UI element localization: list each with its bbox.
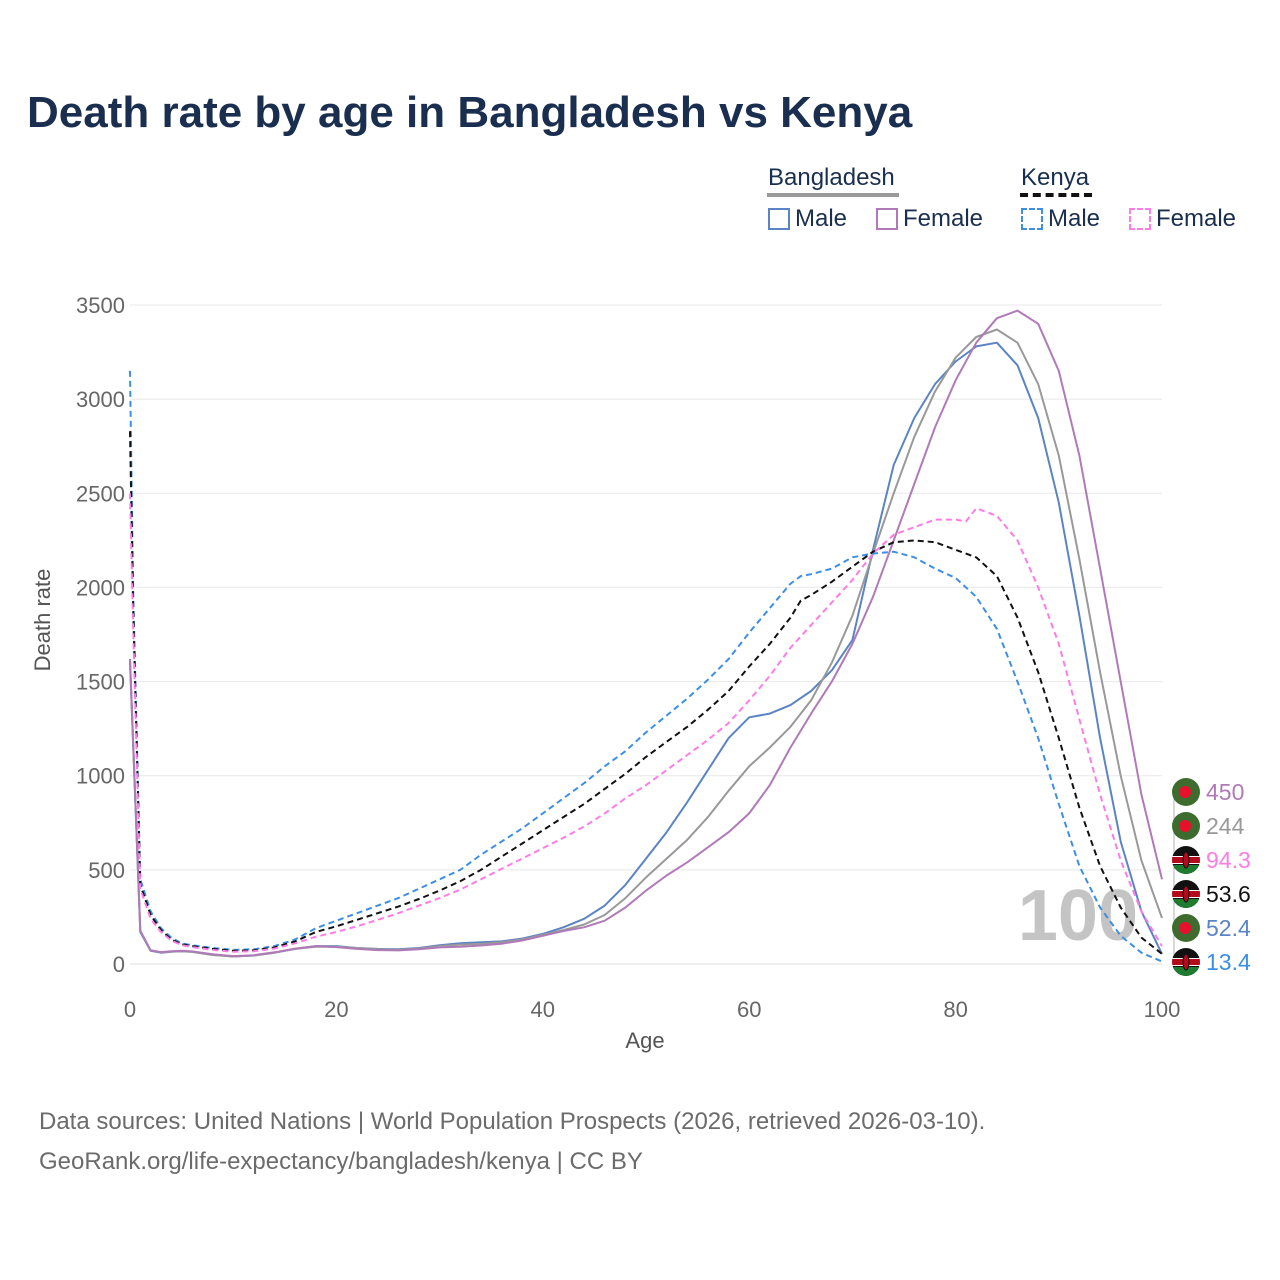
x-tick-label: 100 bbox=[1144, 997, 1181, 1022]
legend-label: Female bbox=[903, 205, 984, 232]
footer-link[interactable]: GeoRank.org/life-expectancy/bangladesh/k… bbox=[39, 1148, 643, 1175]
flag-disc bbox=[1179, 786, 1191, 798]
x-tick-label: 20 bbox=[324, 997, 348, 1022]
end-value-label: 52.4 bbox=[1206, 915, 1251, 941]
footer-sources: Data sources: United Nations | World Pop… bbox=[39, 1108, 986, 1135]
x-tick-label: 60 bbox=[737, 997, 761, 1022]
kenya-flag-icon bbox=[1172, 880, 1200, 908]
legend-label: Female bbox=[1156, 205, 1237, 232]
series-line-kenya-male[interactable] bbox=[129, 370, 1163, 963]
line-chart: 0 500 1000 1500 2000 2500 3000 3500 0 20 40 60 80 10… bbox=[30, 293, 1251, 1053]
flag-shield bbox=[1182, 885, 1190, 903]
y-tick-label: 1000 bbox=[76, 764, 125, 789]
end-label-bangladesh-male: 52.4 bbox=[1172, 914, 1251, 942]
y-axis-label: Death rate bbox=[30, 569, 55, 672]
end-label-kenya-total: 53.6 bbox=[1172, 880, 1251, 908]
legend-item-kenya-female[interactable]: Female bbox=[1129, 205, 1236, 233]
legend-item-bangladesh-female[interactable]: Female bbox=[876, 205, 983, 233]
legend-group-kenya-line bbox=[1020, 193, 1092, 197]
legend-swatch-kenya-male bbox=[1021, 208, 1043, 230]
legend-group-bangladesh[interactable]: Bangladesh bbox=[768, 164, 895, 191]
y-tick-label: 3000 bbox=[76, 387, 125, 412]
y-tick-label: 3500 bbox=[76, 293, 125, 318]
legend-label: Male bbox=[1048, 205, 1101, 232]
legend-swatch-bangladesh-female bbox=[876, 208, 898, 230]
end-label-kenya-male: 13.4 bbox=[1172, 948, 1251, 976]
flag-green bbox=[1172, 899, 1200, 908]
end-value-label: 94.3 bbox=[1206, 847, 1251, 873]
age-annotation: 100 bbox=[1018, 876, 1138, 956]
bangladesh-flag-icon bbox=[1172, 812, 1200, 840]
kenya-flag-icon bbox=[1172, 948, 1200, 976]
flag-green bbox=[1172, 865, 1200, 874]
bangladesh-flag-icon bbox=[1172, 778, 1200, 806]
end-label-kenya-female: 94.3 bbox=[1172, 846, 1251, 874]
legend-group-bangladesh-line bbox=[767, 193, 899, 197]
series-line-kenya-total[interactable] bbox=[129, 431, 1163, 955]
legend-swatch-kenya-female bbox=[1129, 208, 1151, 230]
legend-item-kenya-male[interactable]: Male bbox=[1021, 205, 1100, 233]
x-tick-label: 40 bbox=[531, 997, 555, 1022]
series-line-bangladesh-male[interactable] bbox=[129, 341, 1163, 958]
series-line-kenya-female[interactable] bbox=[129, 493, 1163, 953]
flag-green bbox=[1172, 967, 1200, 976]
legend-group-kenya[interactable]: Kenya bbox=[1021, 164, 1090, 191]
x-tick-label: 0 bbox=[124, 997, 136, 1022]
y-tick-label: 1500 bbox=[76, 670, 125, 695]
end-label-bangladesh-total: 244 bbox=[1172, 812, 1245, 840]
flag-shield bbox=[1182, 851, 1190, 869]
y-tick-label: 2000 bbox=[76, 575, 125, 600]
bangladesh-flag-icon bbox=[1172, 914, 1200, 942]
x-axis-label: Age bbox=[625, 1028, 664, 1053]
y-tick-label: 2500 bbox=[76, 481, 125, 506]
legend-label: Male bbox=[795, 205, 848, 232]
series-line-bangladesh-female[interactable] bbox=[129, 309, 1163, 958]
end-value-label: 53.6 bbox=[1206, 881, 1251, 907]
series-line-bangladesh-total[interactable] bbox=[129, 328, 1163, 958]
legend-swatch-bangladesh-male bbox=[768, 208, 790, 230]
chart-title: Death rate by age in Bangladesh vs Kenya bbox=[27, 88, 913, 137]
end-value-label: 244 bbox=[1206, 813, 1245, 839]
legend-item-bangladesh-male[interactable]: Male bbox=[768, 205, 847, 233]
y-tick-label: 0 bbox=[113, 952, 125, 977]
y-tick-label: 500 bbox=[88, 858, 125, 883]
end-value-label: 450 bbox=[1206, 779, 1244, 805]
end-value-label: 13.4 bbox=[1206, 949, 1251, 975]
flag-shield bbox=[1182, 953, 1190, 971]
flag-disc bbox=[1179, 820, 1191, 832]
x-tick-label: 80 bbox=[943, 997, 967, 1022]
kenya-flag-icon bbox=[1172, 846, 1200, 874]
flag-disc bbox=[1179, 922, 1191, 934]
end-label-bangladesh-female: 450 bbox=[1172, 778, 1244, 806]
